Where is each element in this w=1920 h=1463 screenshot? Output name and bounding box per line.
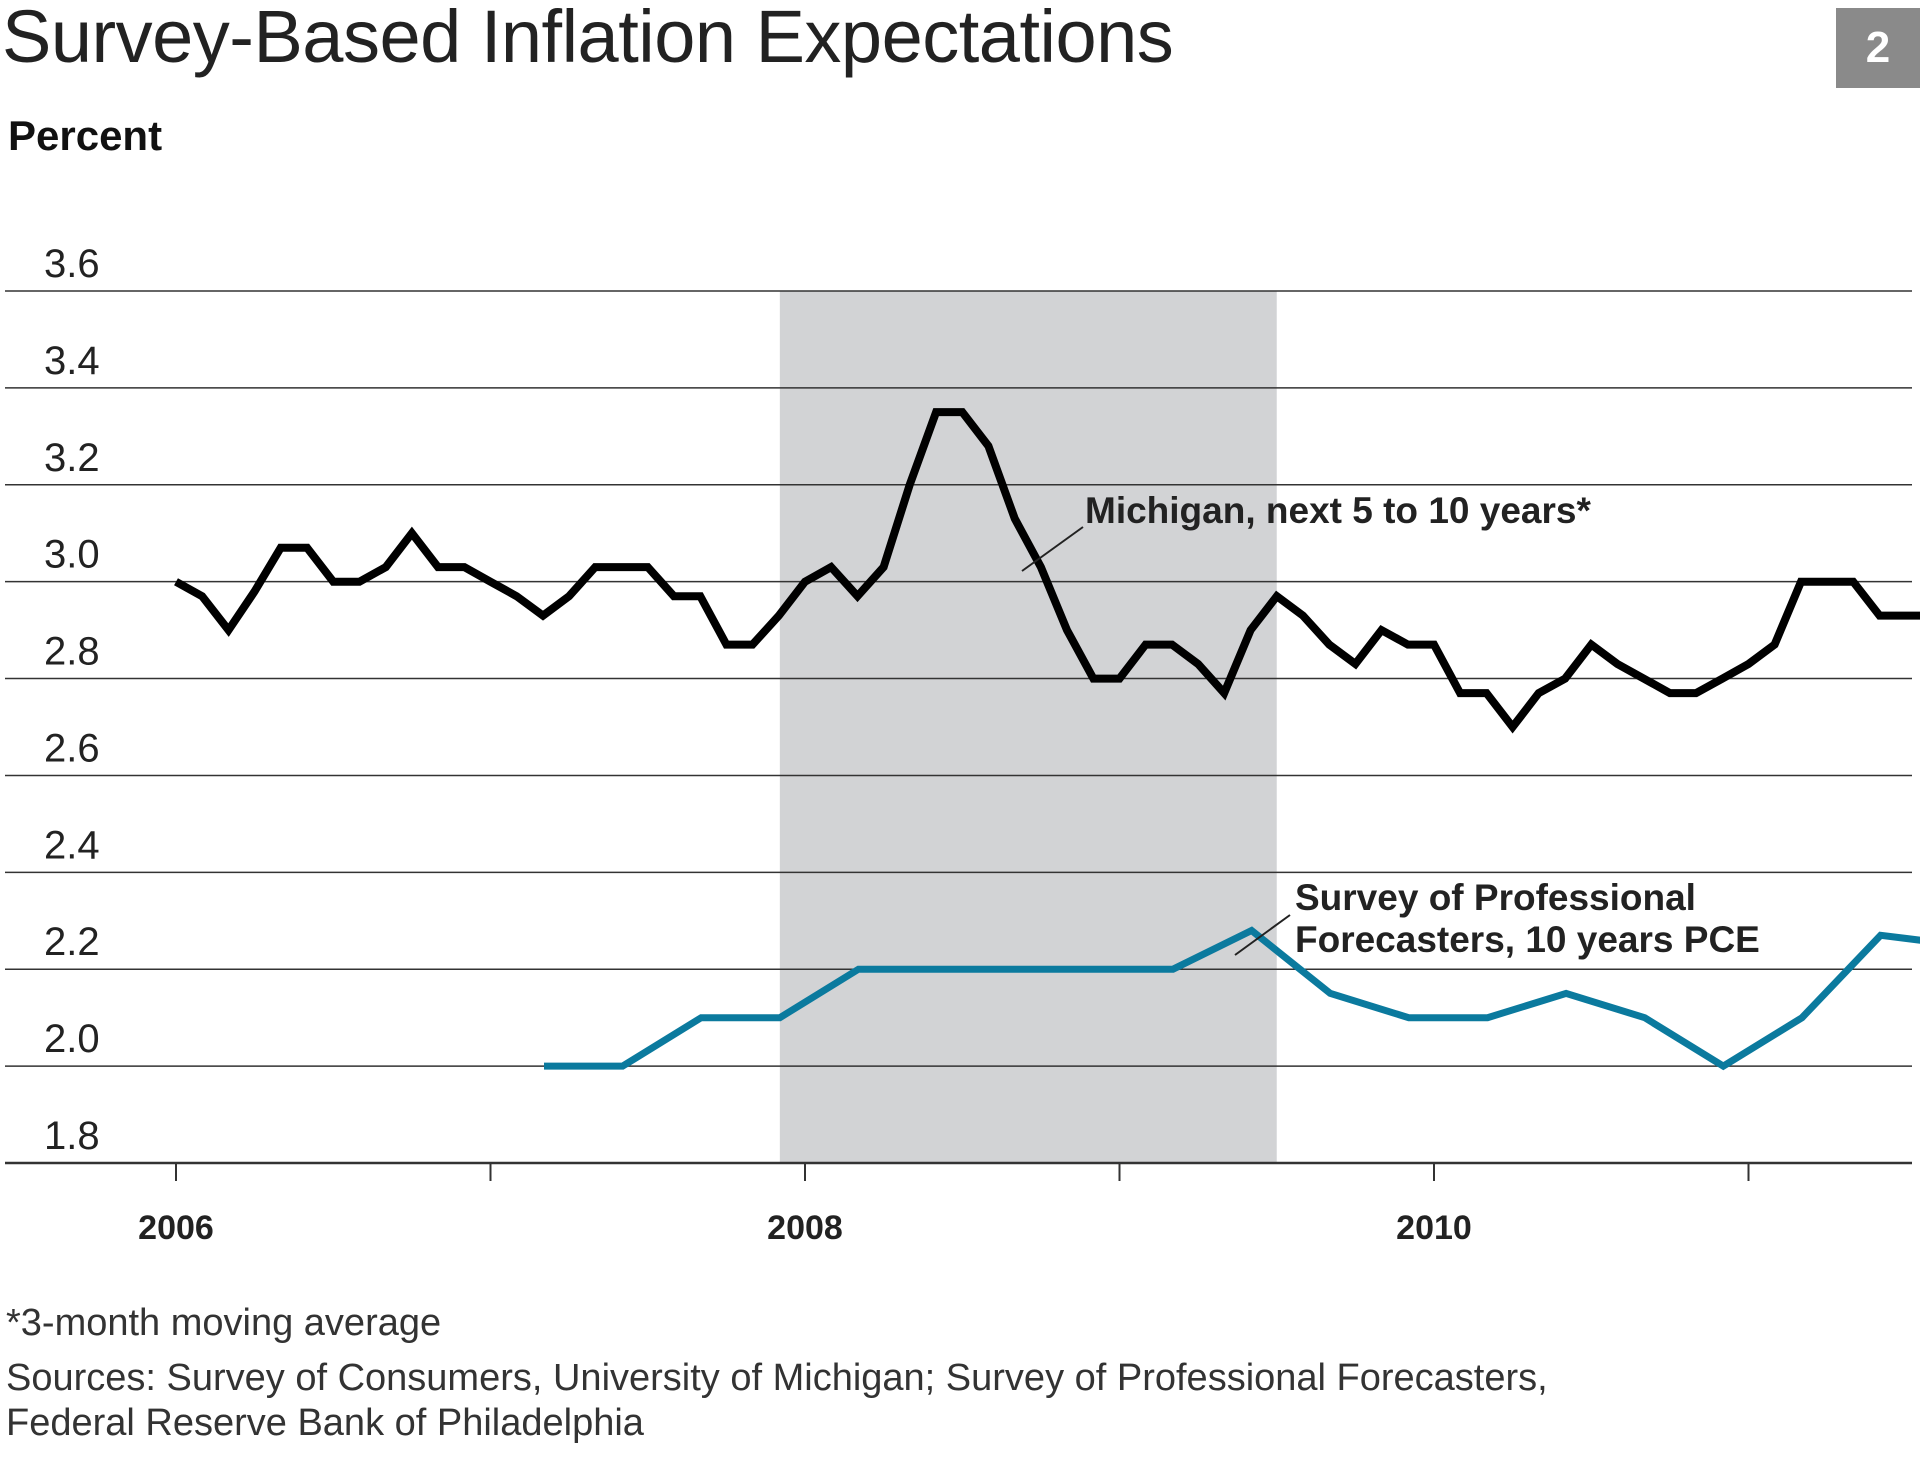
annotations-layer: Michigan, next 5 to 10 years* Survey of … — [1021, 490, 1760, 960]
sources-line-2: Federal Reserve Bank of Philadelphia — [6, 1402, 644, 1444]
y-tick-label: 1.8 — [44, 1114, 100, 1158]
spf-callout-leader — [1234, 914, 1291, 956]
y-tick-label: 2.8 — [44, 630, 100, 674]
x-tick-label: 2006 — [138, 1209, 214, 1247]
chart-canvas: 3.6 3.4 3.2 3.0 2.8 2.6 2.4 2.2 2.0 1.8 2006 2008 2… — [5, 242, 1920, 1247]
y-tick-label: 2.2 — [44, 920, 100, 964]
michigan-callout-leader — [1021, 526, 1084, 572]
y-tick-labels: 3.6 3.4 3.2 3.0 2.8 2.6 2.4 2.2 2.0 1.8 — [44, 242, 100, 1158]
y-axis-unit-label: Percent — [8, 112, 163, 159]
y-tick-label: 2.4 — [44, 823, 100, 867]
y-tick-label: 3.2 — [44, 436, 100, 480]
footnote-moving-average: *3-month moving average — [6, 1302, 442, 1344]
y-tick-label: 3.4 — [44, 339, 100, 383]
michigan-series-line — [174, 408, 1920, 734]
x-tick-label: 2010 — [1396, 1209, 1472, 1247]
y-tick-label: 3.6 — [44, 242, 100, 286]
chart-title: Survey-Based Inflation Expectations — [2, 0, 1174, 78]
spf-series-label-line1: Survey of Professional — [1295, 877, 1696, 918]
sources-line-1: Sources: Survey of Consumers, University… — [6, 1357, 1548, 1399]
spf-series-line — [544, 926, 1920, 1071]
x-axis: 200620082010201220142016 — [138, 1163, 1750, 1247]
y-tick-label: 2.0 — [44, 1017, 100, 1061]
series-layer — [174, 408, 1920, 1071]
gridlines-layer — [5, 290, 1912, 1165]
michigan-series-label: Michigan, next 5 to 10 years* — [1085, 490, 1591, 531]
recession-shading — [779, 291, 1277, 1163]
x-tick-label: 2008 — [767, 1209, 843, 1247]
figure-number-badge: 2 — [1836, 8, 1920, 88]
recession-shading-layer — [779, 291, 1277, 1163]
spf-series-label-line2: Forecasters, 10 years PCE — [1295, 919, 1760, 960]
y-tick-label: 3.0 — [44, 533, 100, 577]
y-tick-label: 2.6 — [44, 726, 100, 770]
